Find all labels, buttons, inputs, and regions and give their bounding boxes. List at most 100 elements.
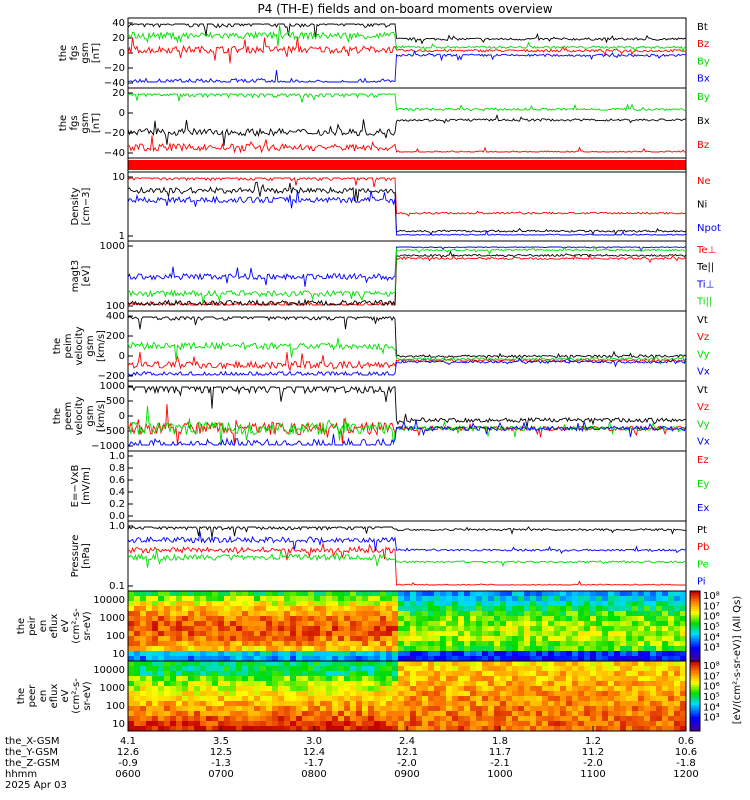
spec-cell [500, 711, 506, 716]
spec-cell [434, 656, 440, 661]
spec-cell [506, 721, 512, 726]
spec-cell [326, 666, 332, 671]
spec-cell [674, 686, 680, 691]
spec-cell [152, 601, 158, 606]
spec-cell [506, 701, 512, 706]
spec-cell [134, 706, 140, 711]
spec-cell [242, 616, 248, 621]
spec-cell [158, 636, 164, 641]
spec-cell [296, 716, 302, 721]
spec-cell [608, 681, 614, 686]
spec-cell [656, 656, 662, 661]
spec-cell [422, 636, 428, 641]
spec-cell [224, 621, 230, 626]
spec-cell [488, 716, 494, 721]
spec-cell [200, 706, 206, 711]
spec-cell [674, 716, 680, 721]
spec-cell [464, 656, 470, 661]
spec-cell [158, 696, 164, 701]
spec-ylabel-peer-3: eflux [49, 684, 60, 709]
spec-cell [386, 601, 392, 606]
spec-cell [602, 661, 608, 666]
spec-cell [548, 641, 554, 646]
spec-cell [518, 631, 524, 636]
legend-temp-1: Te|| [696, 262, 714, 273]
spec-cell [422, 696, 428, 701]
spec-cell [146, 706, 152, 711]
spec-cell [392, 651, 398, 656]
spec-cell [272, 711, 278, 716]
spec-cell [626, 726, 632, 731]
spec-cell [434, 616, 440, 621]
spec-cell [260, 666, 266, 671]
spec-cell [644, 616, 650, 621]
spec-cell [194, 676, 200, 681]
spec-cell [218, 691, 224, 696]
spec-ylabel-peir-0: the [16, 618, 27, 634]
legend-fgs_dsl-2: Bz [697, 140, 709, 151]
spec-cell [476, 641, 482, 646]
spec-cell [164, 656, 170, 661]
ylabel-density-0: Density [70, 187, 81, 225]
spec-cell [668, 671, 674, 676]
spec-cell [206, 641, 212, 646]
spec-cell [170, 711, 176, 716]
spec-cell [584, 706, 590, 711]
colorbar-0 [690, 591, 700, 661]
spec-cell [380, 726, 386, 731]
spec-cell [140, 721, 146, 726]
spec-cell [158, 676, 164, 681]
spec-cell [470, 641, 476, 646]
spec-cell [368, 701, 374, 706]
spec-cell [404, 636, 410, 641]
spec-cell [350, 706, 356, 711]
spec-cell [266, 681, 272, 686]
spec-cell [200, 601, 206, 606]
spec-cell [584, 651, 590, 656]
spec-cell [674, 661, 680, 666]
spec-cell [398, 601, 404, 606]
spec-cell [602, 636, 608, 641]
spec-cell [188, 721, 194, 726]
spec-cell [518, 686, 524, 691]
spec-cell [158, 651, 164, 656]
spec-cell [572, 636, 578, 641]
spec-cell [626, 616, 632, 621]
xrow-name-1: the_Y-GSM [5, 747, 58, 758]
spec-cell [566, 646, 572, 651]
spec-cell [422, 666, 428, 671]
spec-cell [476, 591, 482, 596]
spec-cell [410, 721, 416, 726]
spec-ytick-peir-1: 1000 [100, 613, 125, 624]
spec-cell [656, 716, 662, 721]
spec-cell [326, 706, 332, 711]
spec-cell [218, 721, 224, 726]
spec-cell [464, 716, 470, 721]
spec-cell [626, 591, 632, 596]
spec-cell [458, 666, 464, 671]
spec-cell [320, 686, 326, 691]
spec-cell [644, 696, 650, 701]
spec-cell [308, 701, 314, 706]
spec-cell [266, 676, 272, 681]
spec-cell [194, 726, 200, 731]
panel-frame-temp [127, 240, 687, 312]
spec-cell [422, 701, 428, 706]
legend-density-1: Ni [697, 200, 707, 211]
spec-cell [146, 611, 152, 616]
spec-cell [554, 616, 560, 621]
spec-cell [536, 661, 542, 666]
ylabel-pressure-0: Pressure [70, 535, 81, 578]
spec-cell [386, 721, 392, 726]
spec-cell [458, 716, 464, 721]
spec-cell [314, 686, 320, 691]
spec-cell [254, 681, 260, 686]
spec-cell [368, 616, 374, 621]
spec-cell [662, 716, 668, 721]
spec-cell [224, 616, 230, 621]
spec-cell [356, 676, 362, 681]
spec-cell [638, 611, 644, 616]
spec-cell [362, 726, 368, 731]
spec-cell [332, 601, 338, 606]
spec-cell [152, 706, 158, 711]
